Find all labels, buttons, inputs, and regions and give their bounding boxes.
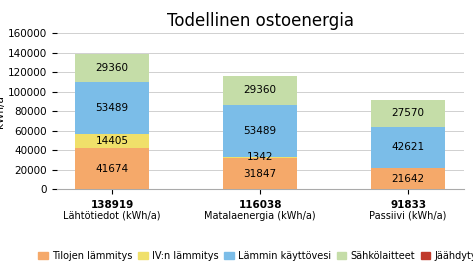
- Text: Passiivi (kWh/a): Passiivi (kWh/a): [369, 211, 447, 221]
- Legend: Tilojen lämmitys, IV:n lämmitys, Lämmin käyttövesi, Sähkölaitteet, Jäähdytys: Tilojen lämmitys, IV:n lämmitys, Lämmin …: [35, 247, 473, 265]
- Text: Lähtötiedot (kWh/a): Lähtötiedot (kWh/a): [63, 211, 161, 221]
- Bar: [75, 135, 149, 148]
- Bar: [223, 157, 297, 158]
- Text: 21642: 21642: [392, 173, 425, 183]
- Text: Matalaenergia (kWh/a): Matalaenergia (kWh/a): [204, 211, 316, 221]
- Bar: [75, 148, 149, 189]
- Bar: [75, 83, 149, 135]
- Text: 29360: 29360: [244, 85, 277, 95]
- Title: Todellinen ostoenergia: Todellinen ostoenergia: [166, 13, 354, 30]
- Text: 53489: 53489: [244, 126, 277, 136]
- Text: 27570: 27570: [392, 108, 425, 118]
- Bar: [371, 168, 445, 189]
- Text: 116038: 116038: [238, 200, 282, 210]
- Bar: [223, 158, 297, 189]
- Text: 138919: 138919: [91, 200, 134, 210]
- Y-axis label: kWh/a: kWh/a: [0, 95, 5, 128]
- Text: 1342: 1342: [247, 152, 273, 162]
- Bar: [371, 126, 445, 168]
- Text: 14405: 14405: [96, 136, 129, 147]
- Bar: [371, 100, 445, 126]
- Text: 53489: 53489: [96, 103, 129, 113]
- Text: 91833: 91833: [390, 200, 426, 210]
- Text: 31847: 31847: [244, 168, 277, 178]
- Text: 29360: 29360: [96, 63, 129, 73]
- Bar: [75, 54, 149, 83]
- Bar: [223, 76, 297, 105]
- Bar: [223, 105, 297, 157]
- Text: 41674: 41674: [96, 164, 129, 174]
- Text: 42621: 42621: [392, 142, 425, 152]
